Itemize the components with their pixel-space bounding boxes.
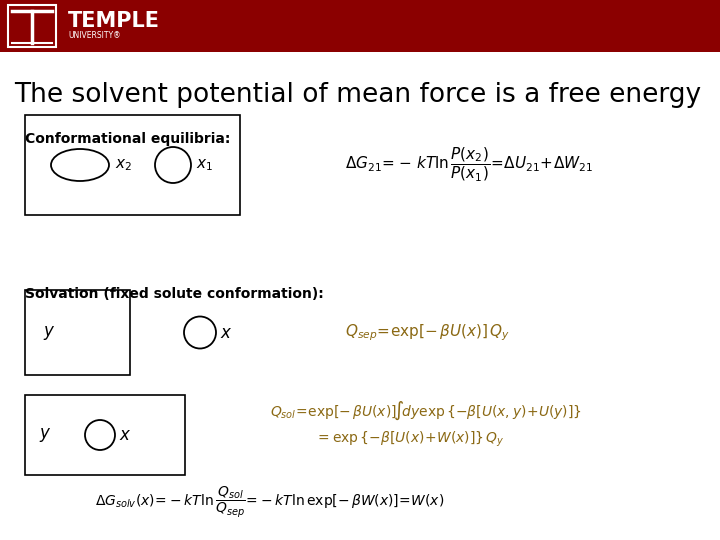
- Bar: [8, 5, 56, 47]
- Bar: [25, 395, 185, 475]
- Text: $y$: $y$: [43, 323, 55, 341]
- Text: $Q_{sol}\!=\!\exp[-\,\beta U(x)]\!\int\! dy\exp\{-\beta[U(x,y)\!+\!U(y)]\}$: $Q_{sol}\!=\!\exp[-\,\beta U(x)]\!\int\!…: [270, 400, 582, 422]
- Text: Solvation (fixed solute conformation):: Solvation (fixed solute conformation):: [25, 287, 324, 301]
- Bar: [0, 0, 720, 52]
- Bar: [25, 290, 130, 375]
- Circle shape: [85, 420, 115, 450]
- Text: $Q_{sep}\!=\!\exp[-\,\beta U(x)]\,Q_y$: $Q_{sep}\!=\!\exp[-\,\beta U(x)]\,Q_y$: [345, 322, 510, 343]
- Circle shape: [155, 147, 191, 183]
- Text: $x_2$: $x_2$: [115, 157, 132, 173]
- Text: TEMPLE: TEMPLE: [68, 11, 160, 31]
- Circle shape: [184, 316, 216, 348]
- Bar: [25, 115, 240, 215]
- Text: $x$: $x$: [119, 426, 132, 444]
- Text: $=\exp\{-\beta[U(x)\!+\!W(x)]\}\,Q_y$: $=\exp\{-\beta[U(x)\!+\!W(x)]\}\,Q_y$: [315, 430, 504, 449]
- Ellipse shape: [51, 149, 109, 181]
- Text: $\Delta G_{solv}(x)\!=\!-kT\ln\dfrac{Q_{sol}}{Q_{sep}}\!=\!-kT\ln\exp[-\,\beta W: $\Delta G_{solv}(x)\!=\!-kT\ln\dfrac{Q_{…: [95, 485, 444, 520]
- Text: The solvent potential of mean force is a free energy: The solvent potential of mean force is a…: [14, 82, 701, 108]
- Text: Conformational equilibria:: Conformational equilibria:: [25, 132, 230, 146]
- Text: $x_1$: $x_1$: [196, 157, 213, 173]
- Text: $\Delta G_{21}\!=\!-\,kT\ln\dfrac{P(x_2)}{P(x_1)}\!=\!\Delta U_{21}\!+\!\Delta W: $\Delta G_{21}\!=\!-\,kT\ln\dfrac{P(x_2)…: [345, 146, 593, 184]
- Text: $y$: $y$: [39, 426, 51, 444]
- Text: UNIVERSITY®: UNIVERSITY®: [68, 30, 121, 39]
- Text: $x$: $x$: [220, 323, 233, 341]
